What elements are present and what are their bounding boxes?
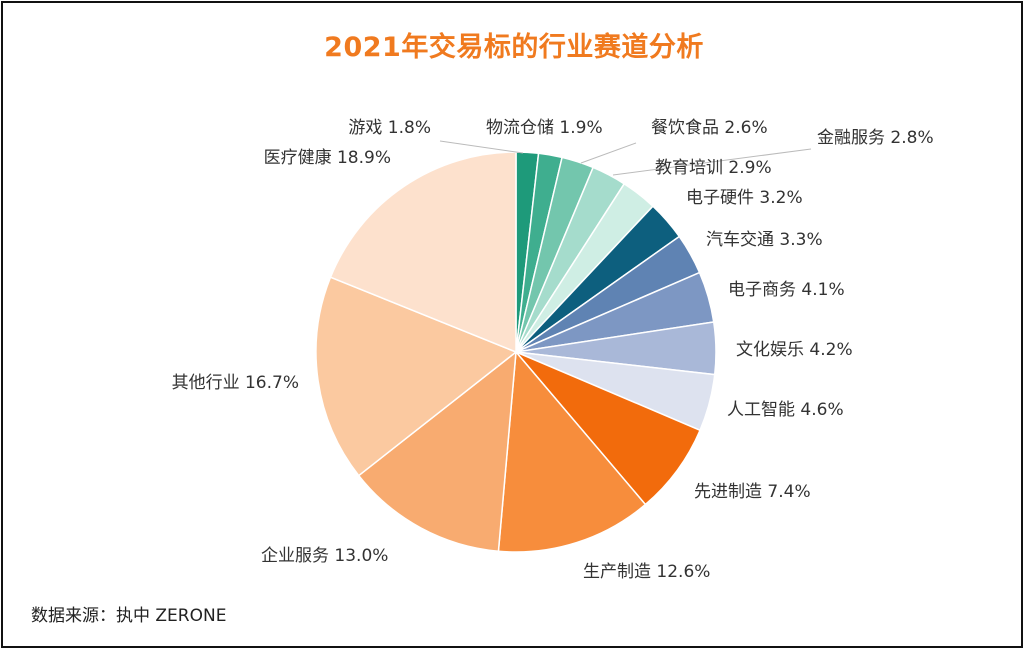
pie-slice [315, 276, 518, 477]
slice-label: 电子硬件 3.2% [686, 188, 803, 208]
chart-title: 2021年交易标的行业赛道分析 [324, 32, 704, 63]
slice-label: 电子商务 4.1% [728, 280, 845, 300]
leader-line [612, 148, 812, 176]
leader-line [439, 140, 524, 154]
pie-chart: 游戏 1.8% 物流仓储 1.9% 餐饮食品 2.6% 金融服务 2.8% 教育培训 2… [172, 118, 934, 582]
slice-label: 教育培训 2.9% [655, 158, 772, 178]
slice-label: 生产制造 12.6% [583, 562, 710, 582]
slice-label: 汽车交通 3.3% [706, 230, 823, 250]
slice-label: 物流仓储 1.9% [486, 118, 603, 138]
leader-line [580, 142, 637, 164]
slice-label: 人工智能 4.6% [727, 400, 844, 420]
slice-label: 金融服务 2.8% [817, 128, 934, 148]
slice-label: 餐饮食品 2.6% [651, 118, 768, 138]
slice-label: 企业服务 13.0% [261, 546, 388, 566]
slice-label: 游戏 1.8% [348, 118, 431, 138]
slice-label: 医疗健康 18.9% [264, 148, 391, 168]
slice-label: 其他行业 16.7% [172, 373, 299, 393]
slice-label: 文化娱乐 4.2% [736, 340, 853, 360]
pie-slice [497, 350, 647, 553]
source-note: 数据来源：执中 ZERONE [31, 606, 227, 626]
pie-slice [357, 350, 517, 553]
slice-label: 先进制造 7.4% [694, 482, 811, 502]
pie-slice [329, 151, 517, 354]
